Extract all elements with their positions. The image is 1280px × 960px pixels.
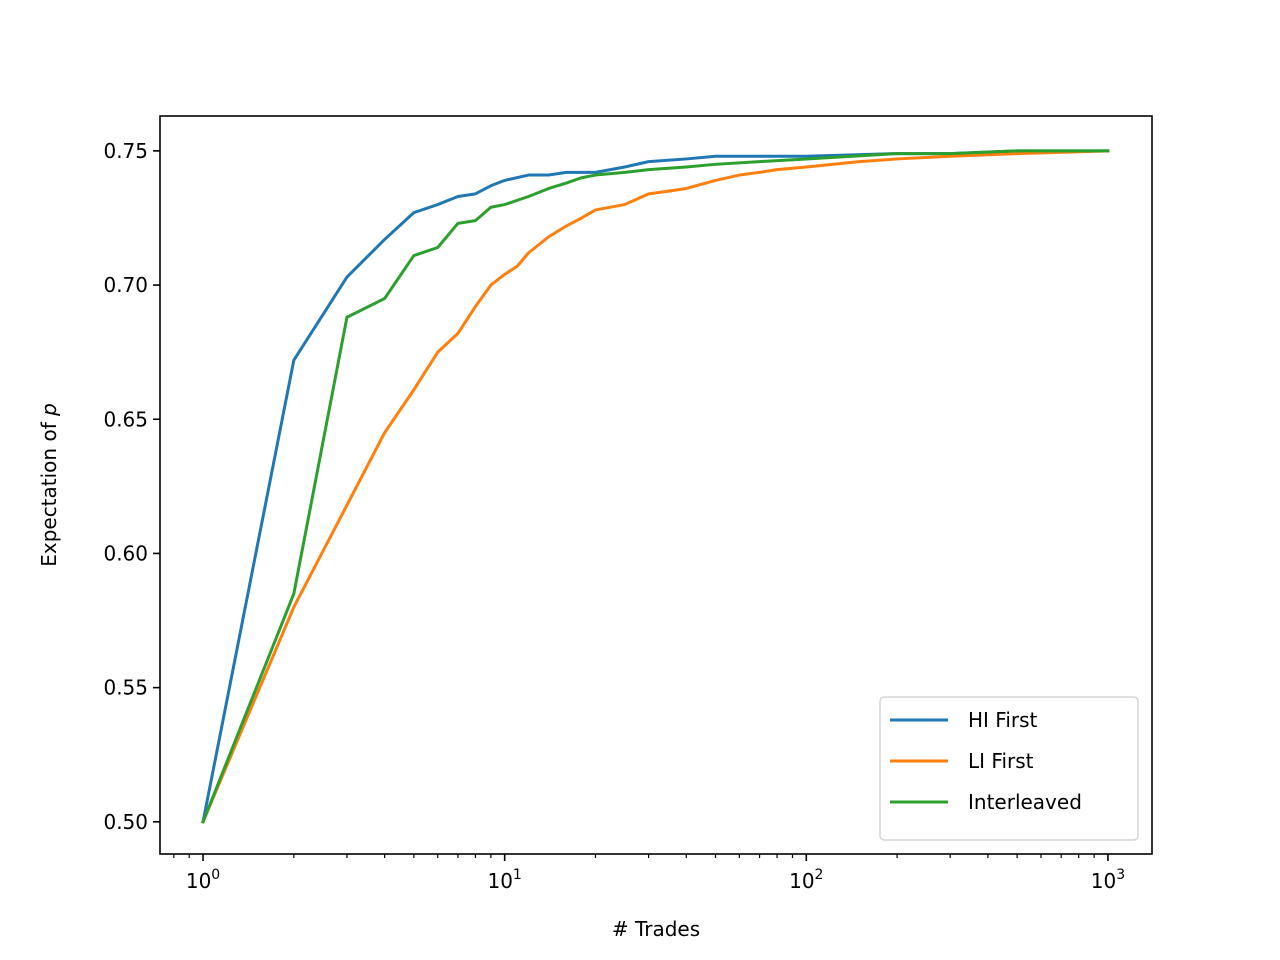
x-axis-title: # Trades [612, 917, 700, 941]
x-tick-exponent: 1 [513, 867, 522, 883]
x-tick-base: 10 [186, 869, 211, 893]
series-line-hi-first [201, 149, 1110, 824]
series-layer [201, 149, 1110, 824]
y-axis-title-variable: p [37, 403, 61, 417]
x-tick-label: 103 [1091, 867, 1125, 893]
y-tick-label: 0.55 [103, 676, 148, 700]
y-tick-label: 0.60 [103, 541, 148, 565]
x-axis: 100 101 102 103 [173, 854, 1125, 893]
x-tick-exponent: 3 [1116, 867, 1125, 883]
y-tick-label: 0.65 [103, 407, 148, 431]
legend-label-interleaved: Interleaved [968, 790, 1082, 814]
legend: HI First LI First Interleaved [879, 696, 1139, 841]
y-tick-label: 0.50 [103, 810, 148, 834]
legend-label-li-first: LI First [968, 749, 1034, 773]
x-tick-label: 102 [789, 867, 823, 893]
y-tick-label: 0.75 [103, 139, 148, 163]
legend-label-hi-first: HI First [968, 708, 1038, 732]
x-tick-exponent: 2 [815, 867, 824, 883]
x-tick-exponent: 0 [211, 867, 220, 883]
y-tick-label: 0.70 [103, 273, 148, 297]
series-line-li-first [201, 149, 1110, 824]
x-tick-label: 101 [487, 867, 521, 893]
y-axis: 0.50 0.55 0.60 0.65 0.70 0.75 [103, 139, 160, 834]
plot-frame [159, 115, 1153, 855]
x-tick-label: 100 [186, 867, 220, 893]
x-tick-base: 10 [487, 869, 512, 893]
legend-box [879, 696, 1139, 841]
y-axis-title: Expectation of p [37, 403, 61, 567]
x-tick-base: 10 [1091, 869, 1116, 893]
series-line-interleaved [201, 149, 1110, 824]
y-axis-title-text: Expectation of [37, 416, 61, 567]
x-tick-base: 10 [789, 869, 814, 893]
